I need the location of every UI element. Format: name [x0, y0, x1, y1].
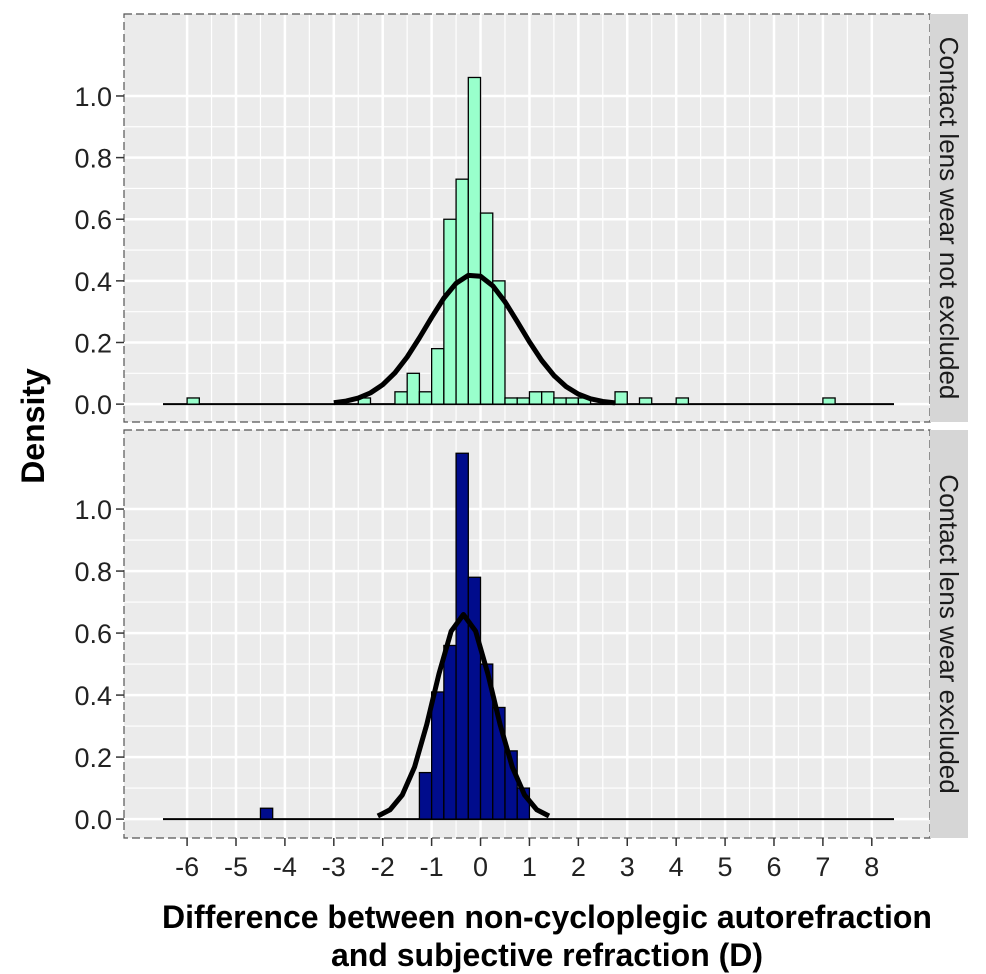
- bar: [614, 391, 628, 405]
- x-tick-label: -1: [420, 852, 444, 882]
- y-tick-label: 1.0: [74, 82, 112, 112]
- bar: [186, 397, 200, 405]
- bar: [443, 218, 457, 405]
- normal-curve: [376, 611, 551, 819]
- x-tick-label: 6: [766, 852, 781, 882]
- x-tick-label: 4: [669, 852, 684, 882]
- y-tick-label: 0.0: [74, 390, 112, 420]
- strip-background: [930, 14, 968, 422]
- y-axis-title: Density: [15, 368, 51, 484]
- x-tick-label: 2: [571, 852, 586, 882]
- x-tick-label: -6: [175, 852, 199, 882]
- bar: [541, 391, 555, 405]
- bar: [443, 644, 457, 820]
- bar: [406, 372, 421, 405]
- y-tick-label: 0.0: [74, 805, 112, 835]
- x-axis-title: Difference between non-cycloplegic autor…: [162, 899, 932, 935]
- bar: [516, 397, 531, 405]
- x-tick-label: -5: [224, 852, 248, 882]
- y-tick-label: 0.6: [74, 619, 112, 649]
- x-tick-label: 1: [522, 852, 537, 882]
- bar: [467, 576, 482, 820]
- y-tick-label: 0.6: [74, 205, 112, 235]
- x-tick-label: -3: [322, 852, 346, 882]
- x-tick-label: 5: [718, 852, 733, 882]
- plot-layer: 0.0 0.2 0.4 0.6 0.8 1.0 Contact lens wear not …: [15, 14, 968, 973]
- bar: [455, 452, 469, 820]
- x-tick-label: 3: [620, 852, 635, 882]
- x-tick-label: -4: [273, 852, 297, 882]
- bar: [565, 397, 580, 405]
- normal-curve: [333, 272, 616, 406]
- bar: [638, 397, 653, 405]
- bar: [504, 397, 518, 405]
- bar: [553, 397, 567, 405]
- y-tick-label: 0.8: [74, 144, 112, 174]
- bar: [418, 391, 433, 405]
- bar: [675, 397, 690, 405]
- bar: [394, 391, 408, 405]
- y-tick-label: 0.8: [74, 557, 112, 587]
- y-tick-label: 0.2: [74, 328, 112, 358]
- strip-label: Contact lens wear excluded: [934, 474, 964, 793]
- y-tick-label: 0.2: [74, 743, 112, 773]
- x-axis-title: and subjective refraction (D): [331, 937, 763, 973]
- bar: [492, 280, 506, 405]
- y-tick-label: 1.0: [74, 495, 112, 525]
- strip-label: Contact lens wear not excluded: [934, 37, 964, 400]
- x-tick-label: 8: [864, 852, 879, 882]
- bar: [430, 691, 445, 820]
- x-tick-label: 0: [473, 852, 488, 882]
- bar: [467, 76, 482, 405]
- panels: [123, 13, 931, 839]
- bar: [479, 212, 494, 405]
- x-tick-label: 7: [815, 852, 830, 882]
- bar: [430, 348, 445, 405]
- bar: [455, 178, 469, 405]
- bar: [528, 391, 543, 405]
- strip-background: [930, 430, 968, 838]
- x-tick-label: -2: [371, 852, 395, 882]
- y-tick-label: 0.4: [74, 267, 112, 297]
- y-tick-label: 0.4: [74, 681, 112, 711]
- bar: [822, 397, 836, 405]
- bar: [418, 771, 433, 820]
- bar: [259, 807, 274, 820]
